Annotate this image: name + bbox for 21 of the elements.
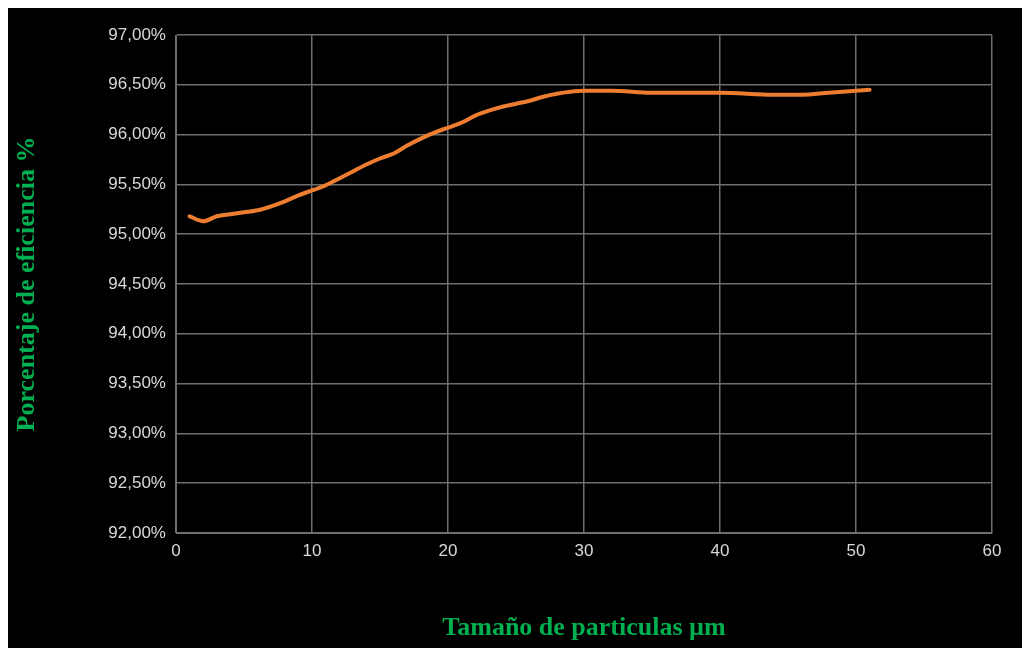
- y-tick-label: 92,50%: [108, 472, 166, 492]
- x-tick-label: 0: [171, 540, 181, 560]
- y-tick-label: 93,50%: [108, 373, 166, 393]
- x-tick-label: 40: [710, 540, 730, 560]
- y-tick-label: 95,50%: [108, 174, 166, 194]
- x-tick-label: 50: [846, 540, 866, 560]
- y-axis-title: Porcentaje de eficiencia %: [11, 136, 41, 432]
- y-tick-label: 97,00%: [108, 24, 166, 44]
- line-series: [187, 87, 872, 224]
- y-tick-label: 96,50%: [108, 74, 166, 94]
- y-tick-label: 95,00%: [108, 223, 166, 243]
- y-tick-label: 93,00%: [108, 423, 166, 443]
- x-tick-label: 60: [982, 540, 1002, 560]
- y-tick-label: 92,00%: [108, 522, 166, 542]
- x-tick-label: 20: [438, 540, 458, 560]
- x-axis-title: Tamaño de particulas µm: [442, 612, 727, 642]
- x-tick-label: 10: [302, 540, 322, 560]
- y-tick-label: 94,50%: [108, 273, 166, 293]
- y-tick-label: 94,00%: [108, 323, 166, 343]
- y-tick-label: 96,00%: [108, 124, 166, 144]
- x-tick-label: 30: [574, 540, 594, 560]
